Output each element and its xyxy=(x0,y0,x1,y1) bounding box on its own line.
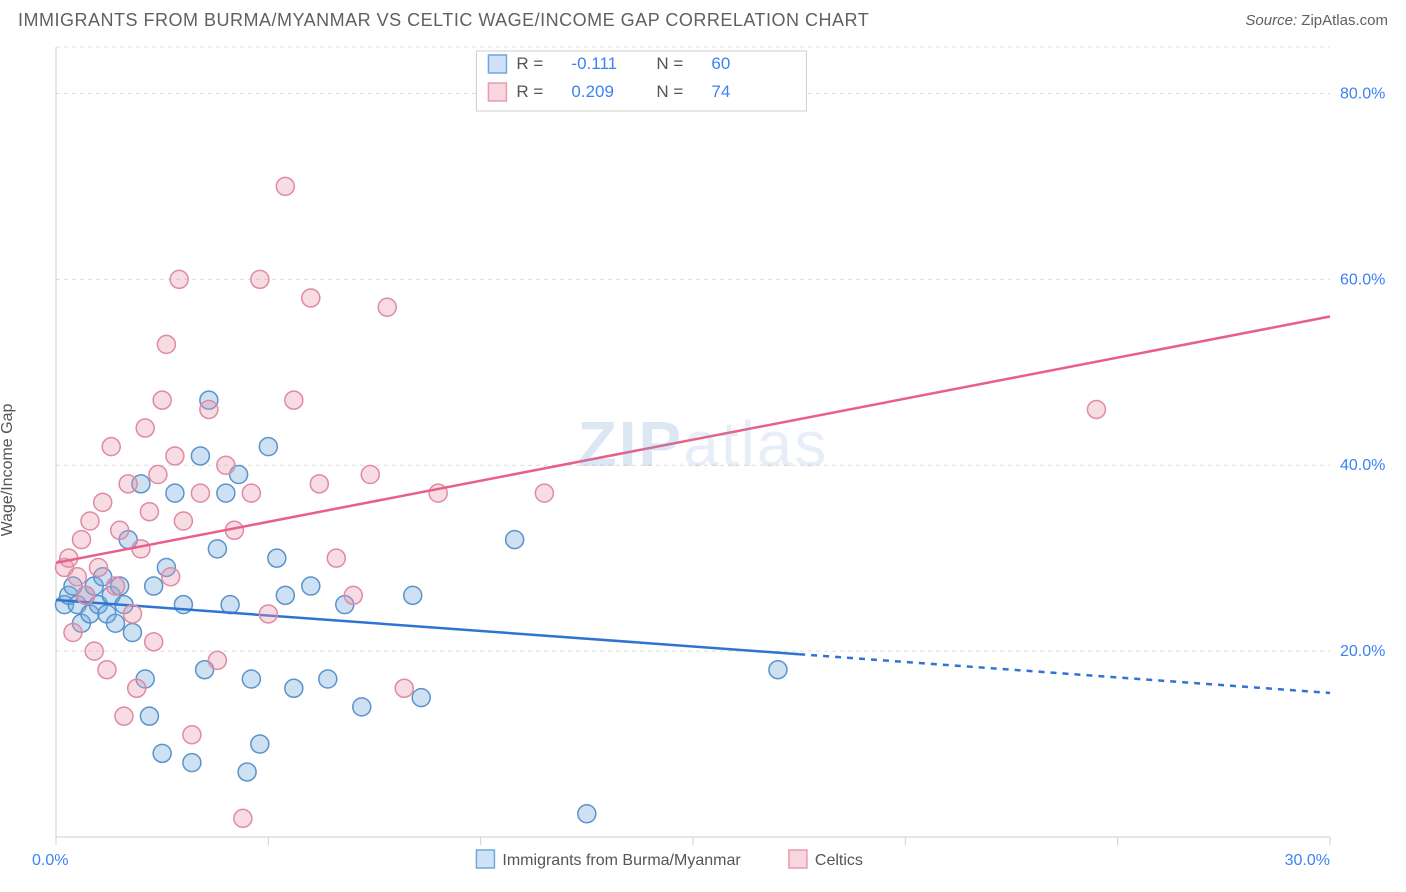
svg-text:20.0%: 20.0% xyxy=(1340,643,1385,660)
svg-text:60.0%: 60.0% xyxy=(1340,271,1385,288)
source-label: Source: xyxy=(1245,12,1297,29)
svg-text:R =: R = xyxy=(516,54,543,73)
chart-header: IMMIGRANTS FROM BURMA/MYANMAR VS CELTIC … xyxy=(0,0,1406,37)
source-attribution: Source: ZipAtlas.com xyxy=(1245,12,1388,29)
chart-area: Wage/Income Gap ZIPatlas 0.0%30.0%20.0%4… xyxy=(0,37,1406,885)
svg-text:N =: N = xyxy=(656,82,683,101)
svg-text:-0.111: -0.111 xyxy=(571,54,617,73)
svg-text:0.0%: 0.0% xyxy=(32,852,68,869)
y-axis-label: Wage/Income Gap xyxy=(0,404,17,537)
chart-title: IMMIGRANTS FROM BURMA/MYANMAR VS CELTIC … xyxy=(18,10,869,31)
svg-text:R =: R = xyxy=(516,82,543,101)
scatter-chart: 0.0% 30.0% 20.0% 40.0% 60.0% 80.0% R = -0.111 N … xyxy=(0,37,1406,885)
svg-text:60: 60 xyxy=(711,54,730,73)
svg-text:Celtics: Celtics xyxy=(815,852,863,869)
svg-text:0.209: 0.209 xyxy=(571,82,614,101)
svg-text:74: 74 xyxy=(711,82,730,101)
source-value: ZipAtlas.com xyxy=(1301,12,1388,29)
svg-text:30.0%: 30.0% xyxy=(1285,852,1330,869)
svg-text:40.0%: 40.0% xyxy=(1340,457,1385,474)
svg-text:N =: N = xyxy=(656,54,683,73)
svg-text:Immigrants from Burma/Myanmar: Immigrants from Burma/Myanmar xyxy=(502,852,741,869)
svg-text:80.0%: 80.0% xyxy=(1340,85,1385,102)
